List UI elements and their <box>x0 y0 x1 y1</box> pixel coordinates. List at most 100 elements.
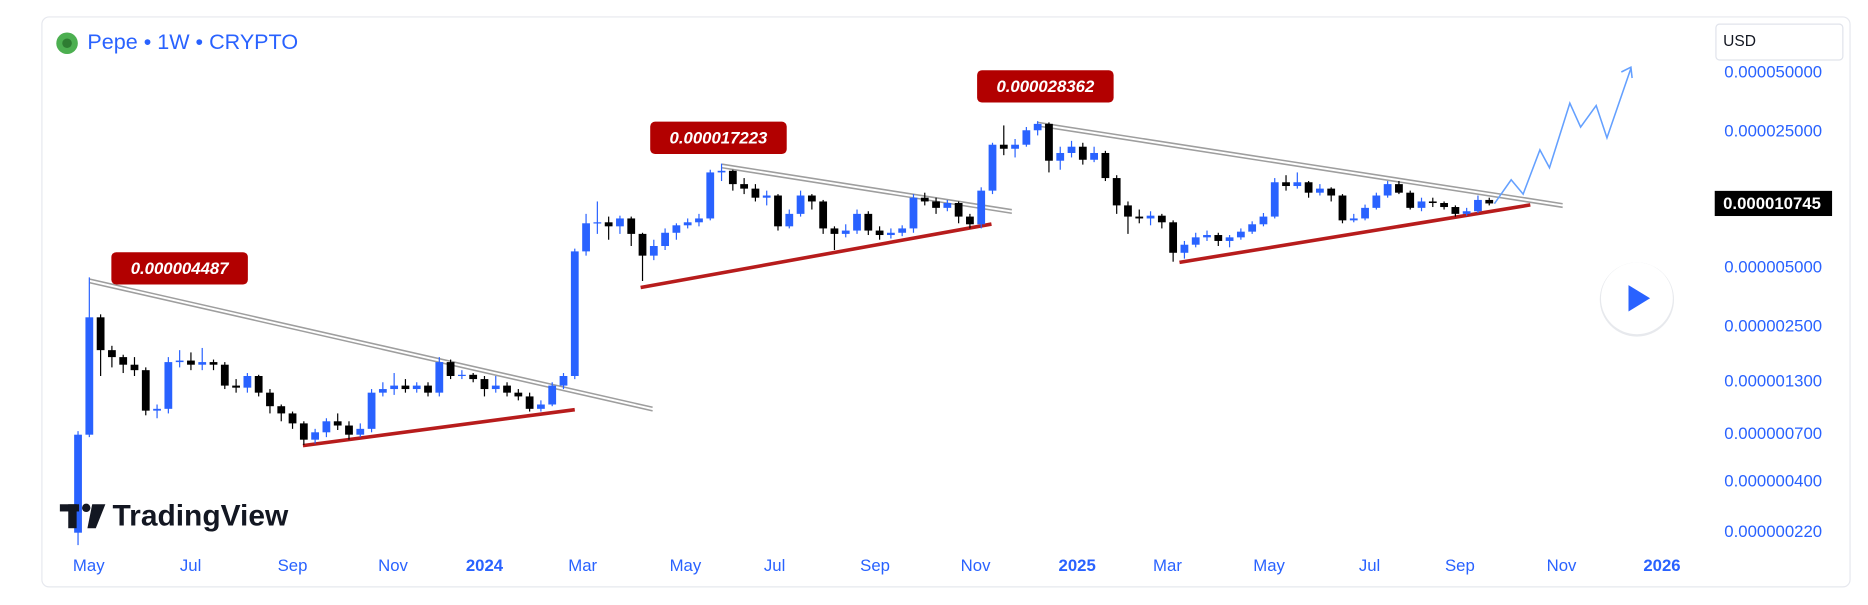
candle-body <box>909 197 918 229</box>
symbol-icon-face <box>62 38 72 49</box>
candle-body <box>345 425 353 435</box>
candle-body <box>570 251 579 377</box>
candle-body <box>695 218 703 223</box>
candle-body <box>1225 237 1234 241</box>
candle-body <box>1304 182 1313 193</box>
candle-body <box>537 404 545 409</box>
candle-body <box>243 376 252 388</box>
candle-body <box>593 222 602 224</box>
candle-body <box>266 392 274 407</box>
last-price-box <box>1714 190 1833 217</box>
candle-body <box>311 432 320 440</box>
y-tick-label: 0.000005000 <box>1724 258 1822 277</box>
candle-body <box>1316 188 1324 193</box>
brand-logo: TradingView <box>59 499 289 532</box>
candle-body <box>796 195 805 214</box>
candle-body <box>435 362 444 393</box>
candle-body <box>1045 123 1053 161</box>
candle-body <box>356 428 365 435</box>
candle-body <box>1383 184 1392 196</box>
candle-body <box>1248 224 1257 232</box>
candle-body <box>627 218 636 234</box>
currency-label[interactable]: USD <box>1723 33 1756 50</box>
candle-body <box>1282 182 1290 187</box>
candle-body <box>153 408 161 411</box>
candle-body <box>616 218 624 227</box>
candle-body <box>932 201 940 208</box>
candle-body <box>164 362 173 409</box>
candle-body <box>1270 182 1279 217</box>
candle-body <box>954 203 963 217</box>
candle-body <box>1033 123 1042 131</box>
symbol-title[interactable]: Pepe • 1W • CRYPTO <box>87 29 298 54</box>
x-tick-label: Nov <box>961 556 991 575</box>
candle-body <box>446 362 455 377</box>
price-annotation-box <box>650 121 787 155</box>
support-line <box>1179 203 1531 265</box>
candle-body <box>1451 207 1460 214</box>
candle-body <box>220 364 229 386</box>
candle-body <box>322 421 331 433</box>
candle-body <box>187 360 195 365</box>
candle-body <box>683 222 692 226</box>
x-tick-label: 2024 <box>466 556 504 575</box>
candle-body <box>1349 218 1358 221</box>
candle-body <box>1485 199 1494 204</box>
candle-body <box>198 362 207 365</box>
candle-body <box>1135 216 1144 219</box>
projection-path <box>1493 68 1632 205</box>
candle-body <box>141 370 150 411</box>
candle-body <box>491 385 500 390</box>
candle-body <box>514 392 523 397</box>
candle-body <box>480 379 489 390</box>
y-tick-label: 0.000000220 <box>1724 522 1822 541</box>
y-tick-label: 0.000000400 <box>1724 471 1822 490</box>
x-tick-label: May <box>73 556 105 575</box>
candle-body <box>525 396 534 409</box>
candle-body <box>1361 207 1369 219</box>
support-line <box>640 222 992 290</box>
candle-body <box>1293 182 1302 187</box>
brand-name: TradingView <box>113 499 289 532</box>
trend-lines <box>89 66 1633 448</box>
candle-body <box>875 230 884 236</box>
candles <box>74 121 1494 546</box>
y-tick-label: 0.000002500 <box>1724 316 1822 335</box>
candle-body <box>209 362 218 365</box>
x-tick-label: May <box>670 556 702 575</box>
candle-body <box>1146 215 1155 219</box>
play-icon[interactable] <box>1628 285 1651 312</box>
candle-body <box>920 197 929 202</box>
candle-body <box>762 195 771 198</box>
price-annotation-box <box>977 70 1114 103</box>
candle-body <box>807 195 816 202</box>
resistance-line <box>721 167 1012 215</box>
currency-box[interactable] <box>1715 23 1844 61</box>
candle-body <box>503 385 511 393</box>
candle-body <box>1090 152 1098 160</box>
support-line <box>302 407 576 448</box>
candle-body <box>582 223 590 252</box>
candle-body <box>1474 199 1482 212</box>
y-tick-label: 0.000025000 <box>1724 121 1822 140</box>
candle-body <box>898 228 907 233</box>
candle-body <box>1462 211 1471 214</box>
play-button[interactable] <box>1599 262 1675 337</box>
x-tick-label: Sep <box>860 556 890 575</box>
last-price-label: 0.000010745 <box>1723 194 1821 213</box>
candle-body <box>1067 146 1076 153</box>
candle-body <box>1124 205 1132 217</box>
x-tick-label: Nov <box>378 556 408 575</box>
candle-body <box>966 216 974 225</box>
candle-body <box>1056 152 1065 161</box>
candle-body <box>548 385 557 405</box>
chart-frame <box>41 16 1851 588</box>
price-annotation: 0.000004487 <box>131 259 229 278</box>
candle-body <box>1214 235 1223 241</box>
candle-body <box>108 350 116 358</box>
resistance-line <box>1036 121 1563 205</box>
candle-body <box>1169 222 1178 253</box>
resistance-line <box>89 278 653 409</box>
